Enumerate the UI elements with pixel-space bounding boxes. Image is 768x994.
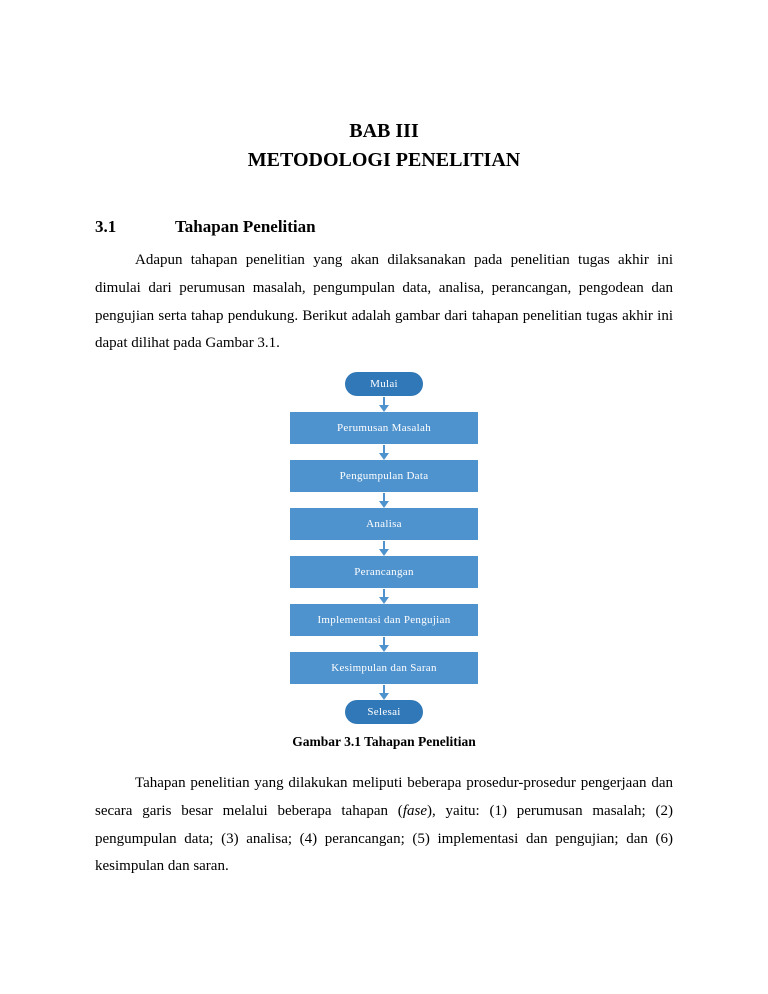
flowchart-arrow — [379, 492, 389, 508]
chapter-subtitle: METODOLOGI PENELITIAN — [95, 149, 673, 172]
flowchart-arrow — [379, 396, 389, 412]
chapter-title: BAB III — [95, 120, 673, 143]
flowchart-node-n6: Kesimpulan dan Saran — [290, 652, 478, 684]
flowchart-node-n4: Perancangan — [290, 556, 478, 588]
flowchart-arrow — [379, 540, 389, 556]
figure-caption: Gambar 3.1 Tahapan Penelitian — [95, 734, 673, 750]
paragraph-intro: Adapun tahapan penelitian yang akan dila… — [95, 247, 673, 358]
flowchart-node-start: Mulai — [345, 372, 423, 396]
flowchart-node-n2: Pengumpulan Data — [290, 460, 478, 492]
paragraph-italic: fase — [403, 803, 427, 819]
section-title: Tahapan Penelitian — [175, 217, 316, 237]
flowchart-node-n5: Implementasi dan Pengujian — [290, 604, 478, 636]
flowchart-arrow — [379, 444, 389, 460]
paragraph-closing: Tahapan penelitian yang dilakukan melipu… — [95, 770, 673, 881]
section-heading: 3.1 Tahapan Penelitian — [95, 217, 673, 237]
flowchart-arrow — [379, 588, 389, 604]
flowchart-node-end: Selesai — [345, 700, 423, 724]
flowchart-diagram: Mulai Perumusan Masalah Pengumpulan Data An… — [95, 372, 673, 724]
section-number: 3.1 — [95, 217, 175, 237]
flowchart-node-n3: Analisa — [290, 508, 478, 540]
flowchart-arrow — [379, 636, 389, 652]
flowchart-arrow — [379, 684, 389, 700]
flowchart-node-n1: Perumusan Masalah — [290, 412, 478, 444]
